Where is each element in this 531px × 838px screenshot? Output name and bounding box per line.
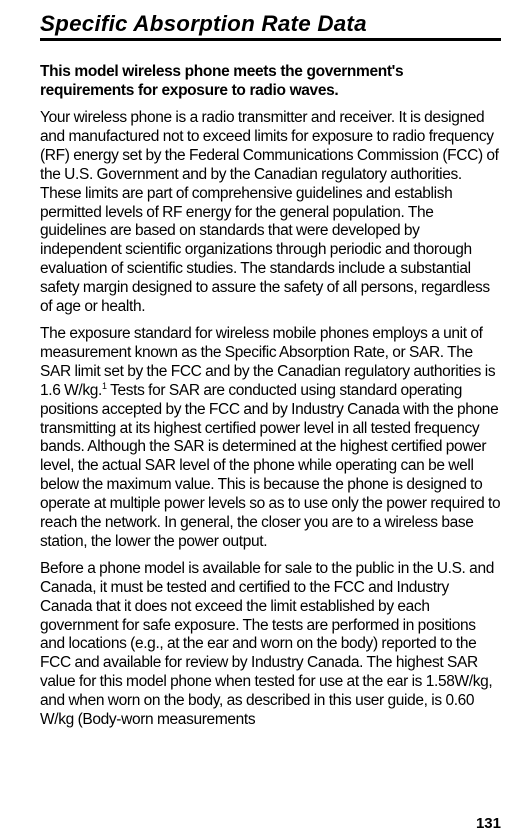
- title-rule: Specific Absorption Rate Data: [40, 12, 501, 41]
- page-number: 131: [476, 815, 501, 832]
- body-paragraph-2b: Tests for SAR are conducted using standa…: [40, 382, 500, 550]
- body-paragraph-1: Your wireless phone is a radio transmitt…: [40, 109, 501, 317]
- body-paragraph-2: The exposure standard for wireless mobil…: [40, 325, 501, 552]
- lead-paragraph: This model wireless phone meets the gove…: [40, 63, 501, 101]
- page-title: Specific Absorption Rate Data: [40, 12, 510, 36]
- page: Specific Absorption Rate Data This model…: [0, 0, 531, 838]
- body-paragraph-3: Before a phone model is available for sa…: [40, 560, 501, 730]
